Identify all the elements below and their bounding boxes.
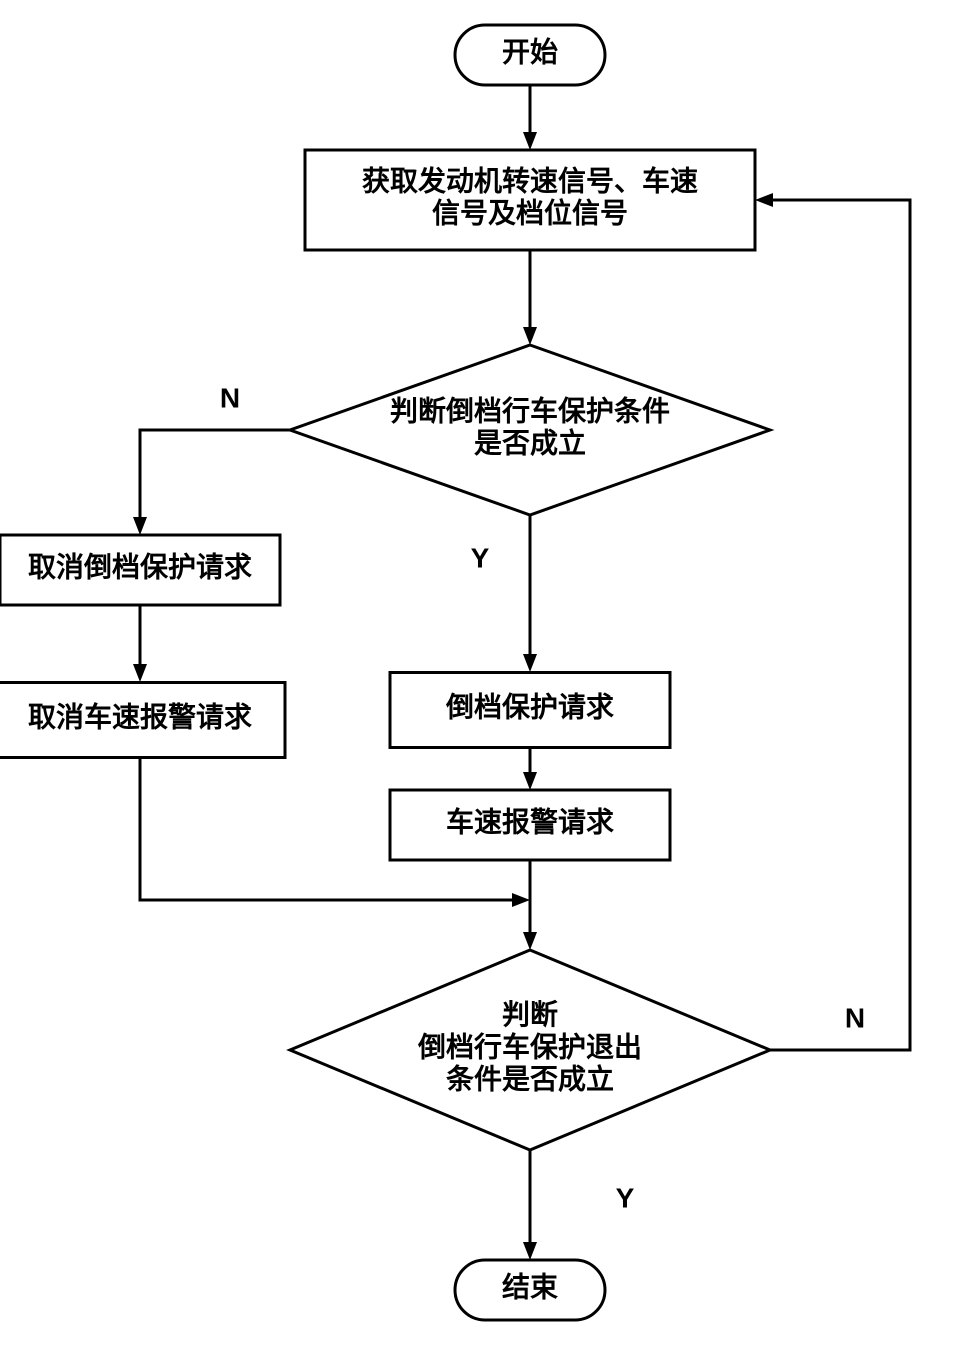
svg-text:是否成立: 是否成立 bbox=[474, 427, 586, 460]
svg-text:取消车速报警请求: 取消车速报警请求 bbox=[28, 700, 252, 733]
svg-text:开始: 开始 bbox=[502, 36, 558, 68]
svg-text:获取发动机转速信号、车速: 获取发动机转速信号、车速 bbox=[362, 164, 698, 197]
svg-text:结束: 结束 bbox=[502, 1271, 558, 1303]
e_d2_loop bbox=[766, 200, 910, 1050]
svg-text:车速报警请求: 车速报警请求 bbox=[446, 805, 614, 838]
svg-text:倒档保护请求: 倒档保护请求 bbox=[445, 691, 614, 723]
edge-label: Y bbox=[616, 1182, 635, 1213]
svg-text:取消倒档保护请求: 取消倒档保护请求 bbox=[28, 551, 252, 583]
edge-label: N bbox=[845, 1002, 865, 1033]
edge-label: N bbox=[220, 382, 240, 413]
svg-text:条件是否成立: 条件是否成立 bbox=[446, 1063, 614, 1096]
svg-text:判断倒档行车保护条件: 判断倒档行车保护条件 bbox=[390, 394, 670, 427]
svg-text:信号及档位信号: 信号及档位信号 bbox=[432, 197, 628, 230]
e_d1_cancelP bbox=[140, 430, 290, 524]
svg-text:判断: 判断 bbox=[502, 998, 558, 1031]
svg-text:倒档行车保护退出: 倒档行车保护退出 bbox=[417, 1030, 642, 1063]
edge-label: Y bbox=[471, 542, 490, 573]
